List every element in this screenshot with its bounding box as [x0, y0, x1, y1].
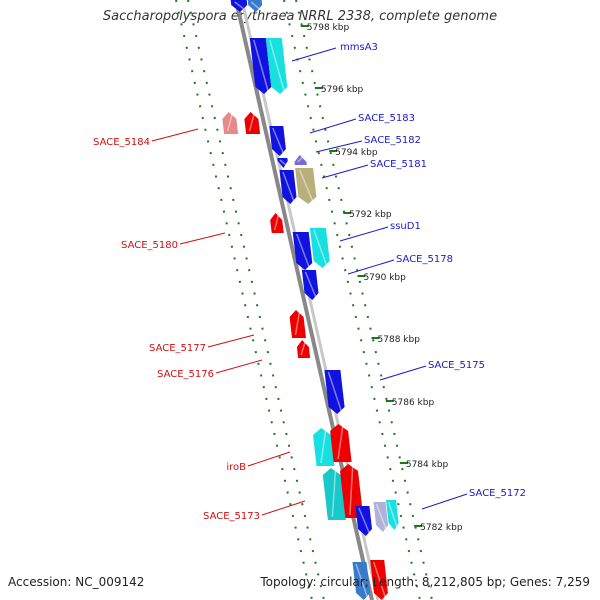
outer-reverse-track [175, 0, 313, 600]
gene-label: SACE_5175 [428, 360, 485, 371]
gene-label: SACE_5176 [157, 369, 214, 380]
gene-block-sace-5182-b [294, 155, 307, 165]
label-leader [379, 365, 427, 381]
gene-block-sace-5177 [289, 310, 306, 338]
gene-block-top-1 [230, 0, 248, 12]
scale-label: 5786 kbp [392, 398, 435, 408]
scale-label: 5782 kbp [420, 523, 463, 533]
gene-label: SACE_5182 [364, 135, 421, 146]
gene-block-sace-5175 [324, 370, 345, 414]
gene-block-mmsa3 [265, 38, 288, 94]
label-leader [151, 128, 199, 142]
gene-block-sace-5184-a-highlight [226, 113, 233, 132]
gene-block-sace-5181-blue-highlight [282, 171, 295, 202]
scale-label: 5788 kbp [378, 335, 421, 345]
gene-block-bottom-1 [352, 562, 371, 600]
label-leader [291, 47, 337, 62]
gene-block-sace-5173-highlight [349, 465, 354, 516]
accession-label: Accession: NC_009142 [8, 575, 145, 589]
gene-block-sace-5178-highlight [304, 271, 317, 298]
gene-block-sace-5172-grey-highlight [375, 503, 387, 530]
genome-summary: Topology: circular; Length: 8,212,805 bp… [260, 575, 590, 589]
gene-block-sace-5175-highlight [327, 371, 343, 412]
gene-block-ssud1-blue-highlight [295, 233, 310, 268]
gene-block-sace-5176-highlight [300, 341, 306, 356]
label-leader [247, 451, 291, 467]
gene-label: SACE_5181 [370, 159, 427, 170]
label-leader [215, 359, 263, 374]
gene-block-sace-5184-b [244, 112, 261, 134]
gene-block-top-1-highlight [234, 1, 245, 10]
gene-block-sace-5181-blue [279, 170, 297, 204]
gene-block-sace-5173 [340, 464, 364, 518]
label-leader [207, 334, 255, 348]
label-leader [179, 232, 226, 245]
label-leader [261, 500, 306, 516]
scale-label: 5790 kbp [363, 273, 406, 283]
scale-label: 5784 kbp [406, 460, 449, 470]
gene-block-sace-5184-b-highlight [248, 113, 255, 132]
gene-block-ssud1-highlight [313, 229, 328, 266]
gene-label: SACE_5184 [93, 137, 150, 148]
label-leader [421, 493, 468, 510]
gene-block-top-2-highlight [250, 1, 260, 10]
gene-block-sace-5183 [269, 126, 286, 156]
gene-label: SACE_5177 [149, 343, 206, 354]
gene-block-mmsa3-blue-highlight [253, 39, 269, 92]
gene-label: mmsA3 [340, 42, 378, 53]
gene-block-ssud1-blue [292, 232, 313, 270]
gene-block-sace-5172 [386, 500, 399, 530]
gene-block-mmsa3-blue [249, 38, 272, 94]
gene-block-sace-5181 [295, 168, 317, 204]
label-leader [321, 164, 369, 179]
gene-block-sace-5184-a [222, 112, 239, 134]
gene-block-sace-5182-b-highlight [297, 156, 304, 163]
gene-block-sace-5181-highlight [298, 169, 314, 202]
gene-block-sace-5180-highlight [273, 214, 280, 231]
gene-block-bottom-1-highlight [355, 563, 369, 598]
gene-block-irob-cyan-highlight [320, 429, 327, 464]
scale-label: 5792 kbp [349, 210, 392, 220]
label-leader [339, 226, 389, 242]
gene-block-sace-5172-highlight [387, 501, 398, 528]
gene-label: SACE_5183 [358, 113, 415, 124]
gene-block-sace-5173-cyan [322, 468, 346, 520]
gene-block-sace-5182 [277, 158, 288, 168]
gene-block-irob-cyan [313, 428, 335, 466]
gene-block-sace-5178 [301, 270, 319, 300]
gene-block-bottom-2-highlight [372, 561, 386, 598]
gene-block-sace-5172-grey [373, 502, 389, 532]
gene-block-bottom-2 [370, 560, 388, 600]
gene-block-sace-5176 [296, 340, 311, 358]
label-leader [347, 259, 395, 275]
gene-block-sace-5173-cyan-highlight [331, 469, 337, 518]
label-leader [315, 140, 363, 153]
gene-block-irob [330, 424, 352, 462]
gene-block-sace-5172-blue-highlight [358, 507, 370, 534]
gene-label: SACE_5173 [203, 511, 260, 522]
gene-block-mmsa3-highlight [269, 39, 285, 92]
gene-label: SACE_5172 [469, 488, 526, 499]
gene-block-irob-highlight [337, 425, 344, 460]
map-title: Saccharopolyspora erythraea NRRL 2338, c… [102, 9, 498, 24]
scale-label: 5796 kbp [321, 85, 364, 95]
gene-block-sace-5172-blue [355, 506, 372, 536]
gene-block-top-2 [247, 0, 263, 12]
gene-block-sace-5180 [270, 213, 284, 233]
gene-block-ssud1 [309, 228, 330, 268]
gene-label: SACE_5178 [396, 254, 453, 265]
gene-label: ssuD1 [390, 221, 421, 232]
scale-label: 5794 kbp [335, 148, 378, 158]
gene-block-sace-5177-highlight [294, 311, 301, 336]
gene-block-sace-5183-highlight [272, 127, 284, 154]
gene-block-sace-5182-highlight [279, 159, 287, 166]
gene-label: iroB [226, 462, 246, 473]
label-leader [309, 118, 357, 134]
scale-label: 5798 kbp [307, 23, 350, 33]
gene-label: SACE_5180 [121, 240, 178, 251]
